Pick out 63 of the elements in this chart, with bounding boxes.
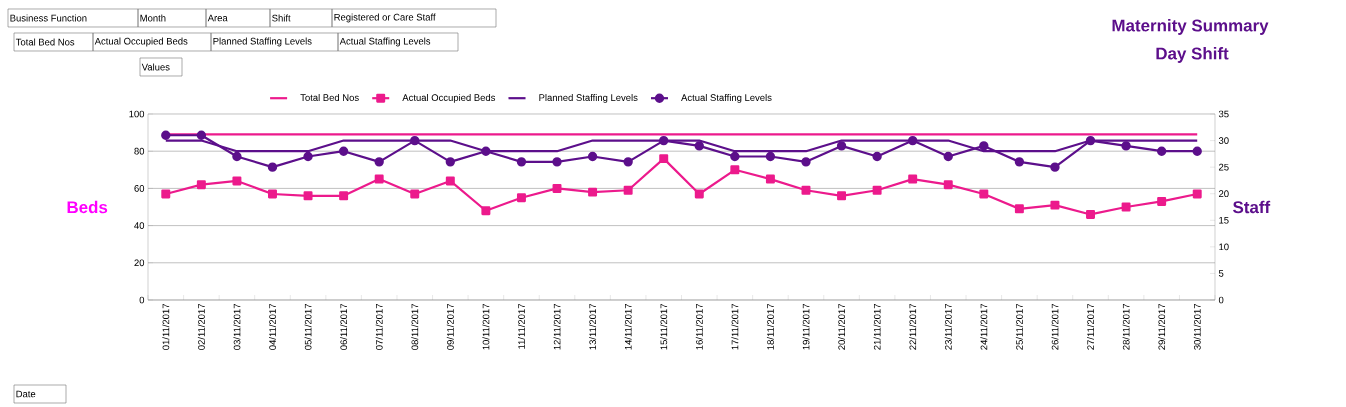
y2-tick-label: 5: [1218, 270, 1224, 277]
x-tick-label: 27/11/2017: [1087, 303, 1094, 350]
y-tick-label: 80: [134, 147, 145, 155]
x-tick-label: 13/11/2017: [589, 303, 597, 350]
x-tick-label: 28/11/2017: [1122, 303, 1130, 350]
x-tick-label: 19/11/2017: [802, 303, 810, 350]
x-tick-label: 21/11/2017: [873, 303, 881, 350]
text: Values: [141, 63, 170, 71]
text: Planned Staffing Levels: [213, 37, 312, 47]
text: Business Function: [10, 14, 87, 22]
x-tick-label: 06/11/2017: [340, 303, 348, 350]
x-tick-label: 23/11/2017: [944, 303, 952, 350]
x-tick-label: 03/11/2017: [233, 303, 241, 350]
y2-tick-label: 10: [1219, 243, 1229, 251]
x-tick-label: 04/11/2017: [269, 303, 276, 350]
x-tick-label: 17/11/2017: [731, 303, 739, 350]
x-tick-label: 25/11/2017: [1015, 303, 1023, 350]
chart-subtitle: Day Shift: [1156, 47, 1229, 63]
x-tick-label: 26/11/2017: [1051, 303, 1059, 350]
x-tick-label: 11/11/2017: [517, 303, 525, 349]
text: Actual Occupied Beds: [94, 37, 188, 47]
y-tick-label: 100: [129, 110, 145, 118]
x-tick-label: 07/11/2017: [375, 303, 383, 350]
x-tick-label: 24/11/2017: [980, 303, 988, 350]
x-tick-label: 20/11/2017: [838, 303, 846, 350]
x-tick-label: 02/11/2017: [197, 303, 205, 350]
x-tick-label: 18/11/2017: [766, 303, 774, 350]
text: Shift: [272, 14, 291, 22]
y2-tick-label: 35: [1218, 110, 1229, 118]
x-tick-label: 16/11/2017: [695, 303, 703, 350]
y-tick-label: 0: [139, 296, 145, 304]
y2-tick-label: 20: [1218, 190, 1229, 198]
x-tick-label: 14/11/2017: [624, 303, 632, 350]
x-tick-label: 08/11/2017: [411, 303, 419, 350]
legend-label: Total Bed Nos: [300, 94, 359, 101]
text: Actual Staffing Levels: [339, 37, 431, 47]
x-tick-label: 10/11/2017: [482, 303, 490, 350]
text: Registered or Care Staff: [334, 13, 436, 23]
x-tick-label: 12/11/2017: [553, 303, 561, 350]
text: Total Bed Nos: [15, 38, 75, 46]
legend-label: Actual Occupied Beds: [402, 94, 496, 103]
x-tick-label: 22/11/2017: [909, 303, 917, 350]
x-tick-label: 15/11/2017: [660, 303, 668, 350]
x-tick-label: 30/11/2017: [1193, 303, 1201, 350]
x-tick-label: 09/11/2017: [446, 303, 454, 350]
x-tick-label: 05/11/2017: [304, 303, 312, 350]
x-tick-label: 29/11/2017: [1158, 303, 1166, 350]
y2-tick-label: 15: [1219, 216, 1229, 224]
text: Date: [16, 390, 36, 398]
legend-label: Actual Staffing Levels: [681, 94, 772, 103]
y2-axis-title: Staff: [1233, 200, 1271, 214]
text: Area: [207, 14, 228, 22]
x-tick-label: 01/11/2017: [162, 303, 170, 350]
y-axis-title: Beds: [67, 200, 108, 214]
y-tick-label: 60: [134, 185, 145, 192]
y-tick-label: 40: [134, 222, 145, 229]
legend-label: Planned Staffing Levels: [539, 94, 638, 103]
y2-tick-label: 30: [1218, 137, 1229, 144]
y2-tick-label: 25: [1218, 163, 1229, 171]
chart-title: Maternity Summary: [1112, 19, 1269, 35]
text: Month: [140, 14, 166, 22]
y2-tick-label: 0: [1218, 296, 1224, 304]
y-tick-label: 20: [134, 259, 145, 267]
